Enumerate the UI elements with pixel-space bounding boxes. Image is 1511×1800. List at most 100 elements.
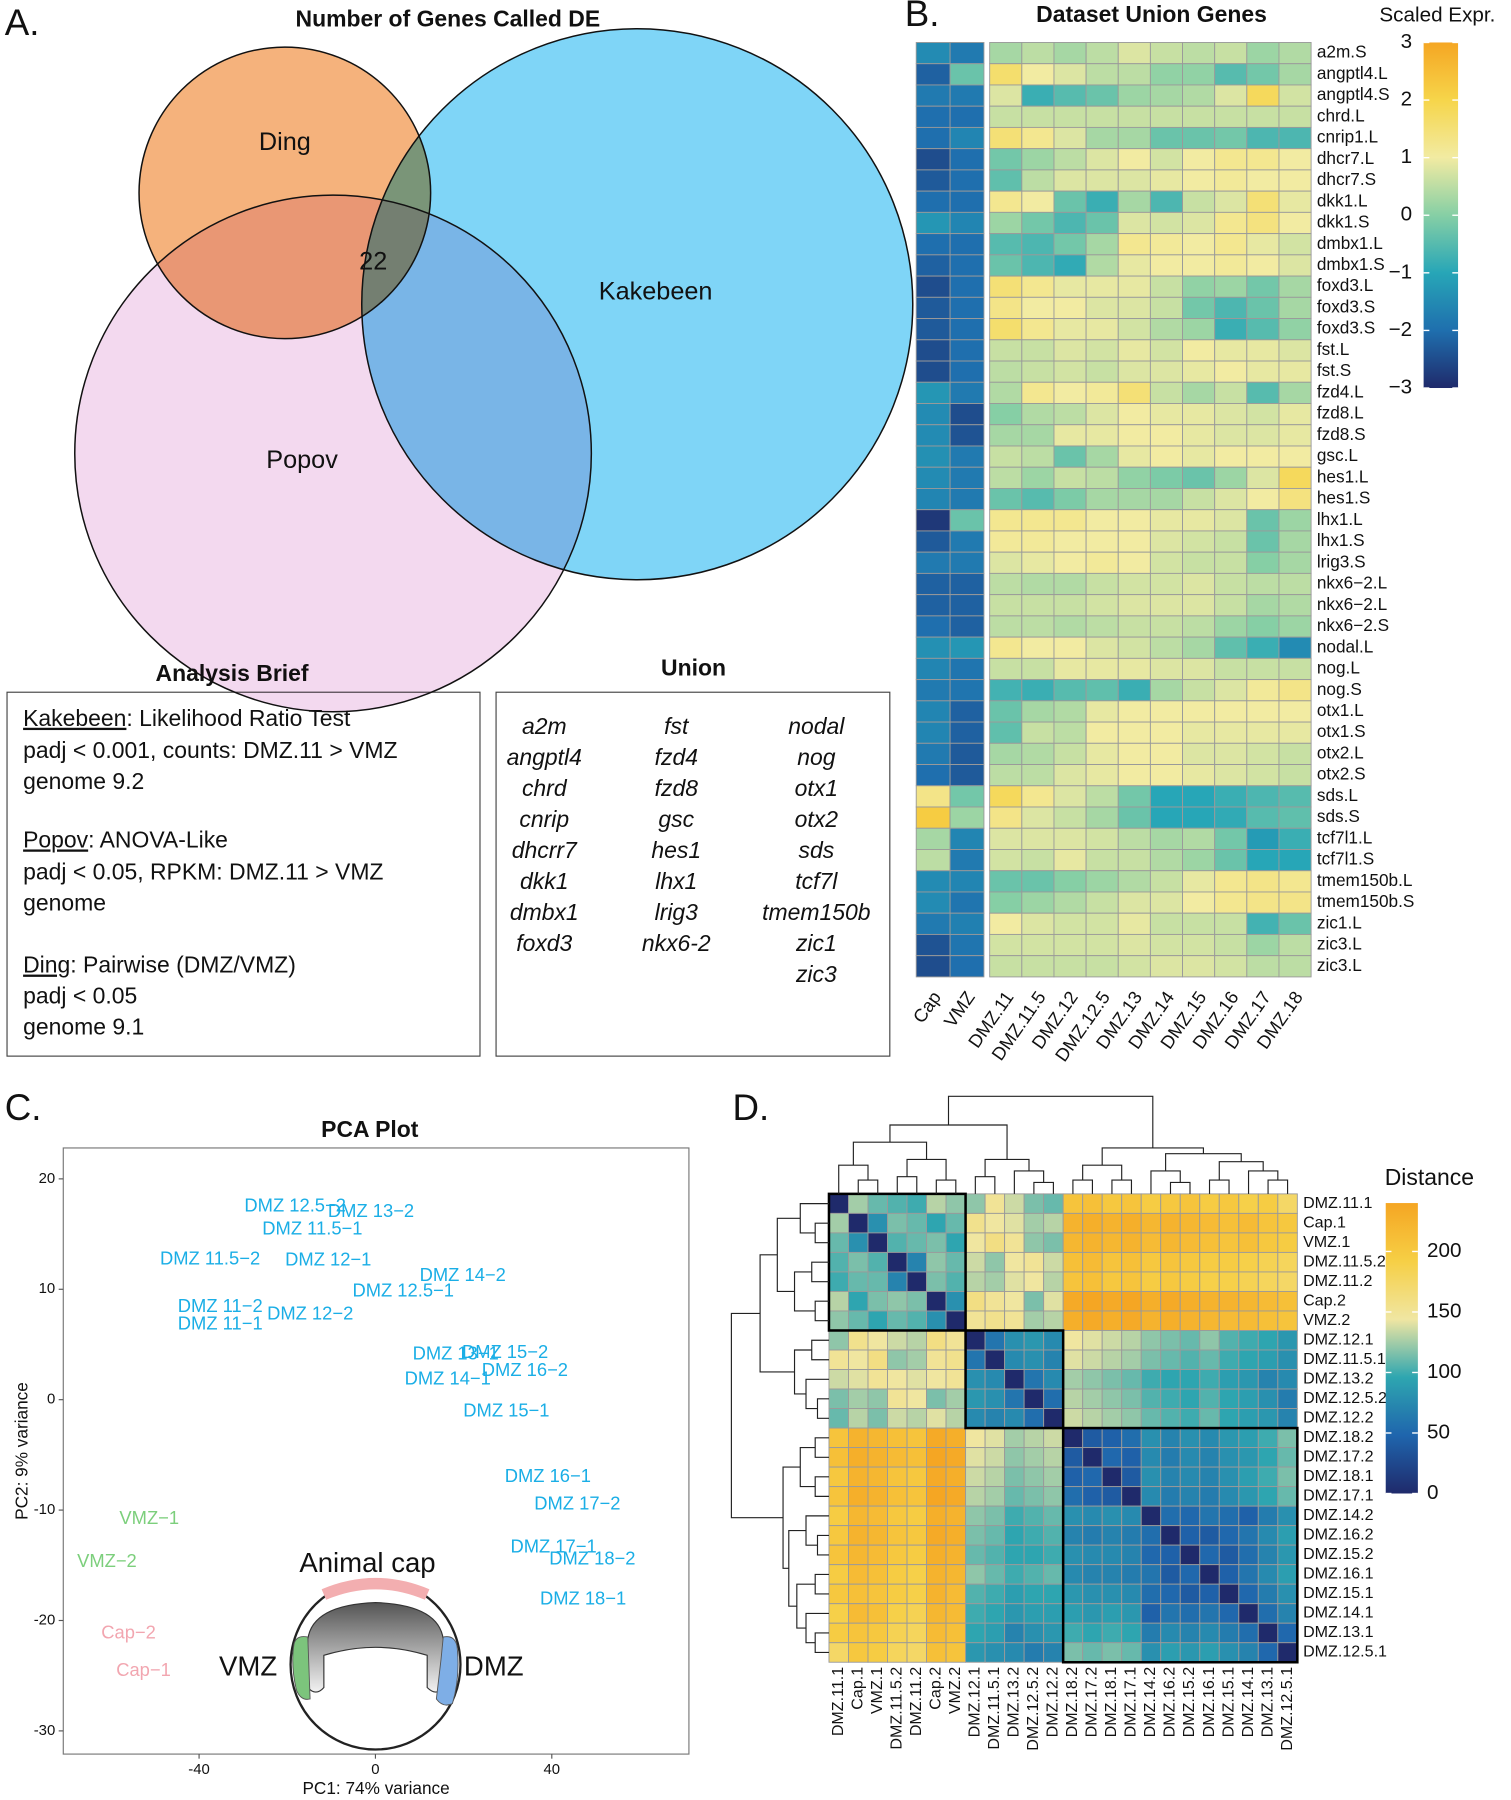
- heatmap-cell: [965, 1212, 986, 1234]
- box-title: Union: [661, 654, 726, 680]
- dendrogram-branch: [857, 1179, 879, 1194]
- heatmap-cell: [1182, 339, 1216, 362]
- heatmap-cell: [1246, 148, 1280, 171]
- heatmap-cell: [1214, 487, 1248, 511]
- heatmap-cell: [915, 169, 951, 192]
- heatmap-cell: [848, 1642, 869, 1663]
- gene-name: nodal: [788, 713, 845, 739]
- heatmap-cell: [1004, 1369, 1025, 1390]
- row-label: lhx1.S: [1317, 530, 1365, 550]
- heatmap-cell: [1160, 1408, 1181, 1429]
- heatmap-cell: [1246, 63, 1280, 86]
- heatmap-cell: [1278, 360, 1312, 383]
- point-label: DMZ 12−2: [267, 1303, 353, 1324]
- heatmap-cell: [1117, 360, 1151, 383]
- heatmap-cell: [1214, 126, 1248, 150]
- gene-name: a2m: [522, 713, 567, 739]
- heatmap-cell: [906, 1330, 928, 1351]
- heatmap-cell: [1257, 1271, 1279, 1292]
- heatmap-cell: [1101, 1330, 1123, 1351]
- heatmap-cell: [1278, 84, 1312, 107]
- point-label: DMZ 18−2: [549, 1548, 635, 1569]
- heatmap-cell: [867, 1642, 888, 1663]
- heatmap-cell: [1085, 105, 1119, 128]
- heatmap-cell: [1101, 1369, 1123, 1390]
- heatmap-cell: [1246, 487, 1280, 511]
- row-label: dkk1.L: [1317, 190, 1368, 210]
- row-label: DMZ.15.1: [1303, 1584, 1374, 1602]
- heatmap-cell: [1257, 1369, 1279, 1390]
- heatmap-cell: [1043, 1212, 1064, 1234]
- heatmap-cell: [1257, 1388, 1279, 1410]
- heatmap-cell: [1179, 1583, 1201, 1605]
- x-axis-label: PC1: 74% variance: [302, 1778, 449, 1798]
- legend-tick-label: 100: [1427, 1360, 1461, 1383]
- cluster-box: [1061, 1426, 1299, 1664]
- heatmap-cell: [1214, 233, 1248, 256]
- heatmap-cell: [1062, 1583, 1084, 1605]
- heatmap-cell: [848, 1525, 869, 1546]
- heatmap-cell: [1199, 1564, 1220, 1585]
- point-label: DMZ 12−1: [285, 1248, 371, 1269]
- column-label: DMZ.14.2: [1141, 1667, 1159, 1738]
- heatmap-cell: [1082, 1251, 1103, 1273]
- heatmap-cell: [1023, 1251, 1045, 1273]
- row-label: DMZ.16.2: [1303, 1526, 1374, 1544]
- heatmap-cell: [828, 1271, 849, 1292]
- heatmap-cell: [1278, 233, 1312, 256]
- heatmap-cell: [1021, 615, 1055, 638]
- heatmap-cell: [1199, 1290, 1220, 1312]
- heatmap-cell: [1021, 254, 1055, 277]
- heatmap-cell: [1121, 1603, 1142, 1624]
- cluster-box: [964, 1329, 1065, 1430]
- heatmap-cell: [1062, 1642, 1084, 1663]
- point-label: DMZ 17−1: [510, 1535, 596, 1556]
- row-label: VMZ.2: [1303, 1311, 1350, 1329]
- heatmap-cell: [1277, 1408, 1298, 1429]
- heatmap-cell: [1214, 594, 1248, 617]
- heatmap-cell: [1062, 1369, 1084, 1390]
- heatmap-cell: [1004, 1349, 1025, 1370]
- row-label: foxd3.L: [1317, 275, 1373, 295]
- heatmap-cell: [1043, 1310, 1064, 1331]
- heatmap-cell: [1053, 42, 1087, 65]
- heatmap-cell: [887, 1427, 908, 1449]
- heatmap-cell: [926, 1583, 947, 1605]
- heatmap-cell: [1257, 1427, 1279, 1449]
- heatmap-cell: [1004, 1427, 1025, 1449]
- heatmap-cell: [1179, 1447, 1201, 1468]
- heatmap-cell: [1121, 1388, 1142, 1410]
- column-label: DMZ.11.5.1: [985, 1667, 1003, 1750]
- heatmap-cell: [1101, 1408, 1123, 1429]
- heatmap-cell: [848, 1544, 869, 1566]
- column-label: DMZ.16.1: [1200, 1667, 1218, 1738]
- heatmap-cell: [1278, 785, 1312, 808]
- heatmap-cell: [949, 721, 985, 744]
- heatmap-cell: [906, 1388, 928, 1410]
- column-label: DMZ.15.1: [1219, 1667, 1237, 1738]
- heatmap-cell: [1238, 1232, 1259, 1253]
- heatmap-cell: [1121, 1427, 1142, 1449]
- heatmap-cell: [1214, 955, 1248, 978]
- point-label: DMZ 17−2: [534, 1492, 620, 1513]
- heatmap-cell: [1214, 360, 1248, 383]
- heatmap-cell: [828, 1642, 849, 1663]
- heatmap-cell: [1257, 1290, 1279, 1312]
- heatmap-cell: [1238, 1310, 1259, 1331]
- heatmap-cell: [1062, 1193, 1084, 1214]
- heatmap-cell: [945, 1505, 967, 1527]
- heatmap-cell: [1218, 1271, 1240, 1292]
- heatmap-cell: [1021, 445, 1055, 468]
- heatmap-cell: [1238, 1369, 1259, 1390]
- heatmap-cell: [867, 1212, 888, 1234]
- heatmap-cell: [1277, 1193, 1298, 1214]
- heatmap-cell: [1117, 148, 1151, 171]
- row-label: fst.S: [1317, 360, 1351, 380]
- heatmap-cell: [949, 785, 985, 808]
- heatmap-cell: [1085, 679, 1119, 702]
- heatmap-cell: [867, 1447, 888, 1468]
- heatmap-cell: [945, 1232, 967, 1253]
- row-label: otx2.L: [1317, 742, 1364, 762]
- heatmap-cell: [984, 1193, 1006, 1214]
- heatmap-cell: [867, 1466, 888, 1488]
